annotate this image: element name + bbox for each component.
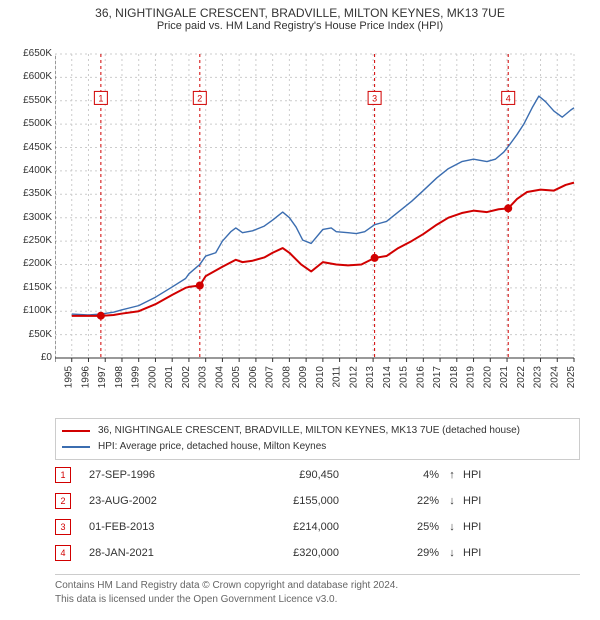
legend-swatch-property bbox=[62, 430, 90, 432]
transaction-delta: 4% bbox=[339, 469, 445, 481]
marker-id: 1 bbox=[98, 93, 103, 103]
legend-swatch-hpi bbox=[62, 446, 90, 448]
transaction-hpi-label: HPI bbox=[459, 469, 503, 481]
x-tick-label: 2010 bbox=[315, 366, 326, 388]
x-tick-label: 2020 bbox=[482, 366, 493, 388]
marker-id: 2 bbox=[197, 93, 202, 103]
x-tick-label: 1999 bbox=[131, 366, 142, 388]
x-tick-label: 2021 bbox=[499, 366, 510, 388]
transaction-hpi-label: HPI bbox=[459, 521, 503, 533]
transaction-delta: 29% bbox=[339, 547, 445, 559]
legend-label-hpi: HPI: Average price, detached house, Milt… bbox=[98, 439, 326, 455]
x-tick-label: 2007 bbox=[265, 366, 276, 388]
y-tick-label: £650K bbox=[0, 48, 52, 59]
chart-subtitle: Price paid vs. HM Land Registry's House … bbox=[0, 20, 600, 32]
transactions-table: 127-SEP-1996£90,4504%↑HPI223-AUG-2002£15… bbox=[55, 462, 580, 566]
x-tick-label: 2011 bbox=[332, 366, 343, 388]
y-tick-label: £400K bbox=[0, 165, 52, 176]
legend-item-hpi: HPI: Average price, detached house, Milt… bbox=[62, 439, 573, 455]
x-tick-label: 2000 bbox=[147, 366, 158, 388]
transaction-row: 2 23-AUG-2002£155,00022%↓HPI bbox=[55, 488, 580, 514]
x-tick-label: 2025 bbox=[566, 366, 577, 388]
legend-label-property: 36, NIGHTINGALE CRESCENT, BRADVILLE, MIL… bbox=[98, 423, 520, 439]
x-tick-label: 1998 bbox=[114, 366, 125, 388]
y-tick-label: £550K bbox=[0, 95, 52, 106]
transaction-date: 01-FEB-2013 bbox=[89, 521, 219, 533]
transaction-date: 28-JAN-2021 bbox=[89, 547, 219, 559]
transaction-delta: 25% bbox=[339, 521, 445, 533]
x-tick-label: 2002 bbox=[181, 366, 192, 388]
x-tick-label: 1996 bbox=[80, 366, 91, 388]
transaction-marker: 4 bbox=[55, 545, 71, 561]
y-tick-label: £600K bbox=[0, 71, 52, 82]
transaction-hpi-label: HPI bbox=[459, 495, 503, 507]
footer-line1: Contains HM Land Registry data © Crown c… bbox=[55, 579, 580, 593]
transaction-arrow-icon: ↑ bbox=[445, 469, 459, 481]
transaction-row: 1 27-SEP-1996£90,4504%↑HPI bbox=[55, 462, 580, 488]
x-tick-label: 2018 bbox=[449, 366, 460, 388]
transaction-arrow-icon: ↓ bbox=[445, 521, 459, 533]
x-tick-label: 1997 bbox=[97, 366, 108, 388]
x-tick-label: 2024 bbox=[549, 366, 560, 388]
legend: 36, NIGHTINGALE CRESCENT, BRADVILLE, MIL… bbox=[55, 418, 580, 460]
transaction-date: 23-AUG-2002 bbox=[89, 495, 219, 507]
price-chart: 1994 1995 1996 1997 1998 1999 2000 2001 2002 2003… bbox=[55, 48, 580, 388]
titles: 36, NIGHTINGALE CRESCENT, BRADVILLE, MIL… bbox=[0, 0, 600, 32]
y-tick-label: £50K bbox=[0, 329, 52, 340]
transaction-row: 3 01-FEB-2013£214,00025%↓HPI bbox=[55, 514, 580, 540]
transaction-date: 27-SEP-1996 bbox=[89, 469, 219, 481]
transaction-price: £320,000 bbox=[219, 547, 339, 559]
marker-id: 3 bbox=[372, 93, 377, 103]
x-tick-label: 2008 bbox=[281, 366, 292, 388]
transaction-delta: 22% bbox=[339, 495, 445, 507]
transaction-marker: 3 bbox=[55, 519, 71, 535]
x-tick-label: 2001 bbox=[164, 366, 175, 388]
x-tick-label: 2009 bbox=[298, 366, 309, 388]
y-tick-label: £0 bbox=[0, 352, 52, 363]
x-tick-label: 2003 bbox=[198, 366, 209, 388]
marker-dot bbox=[196, 282, 204, 290]
transaction-marker: 2 bbox=[55, 493, 71, 509]
x-tick-label: 2004 bbox=[214, 366, 225, 388]
transaction-marker: 1 bbox=[55, 467, 71, 483]
marker-dot bbox=[371, 254, 379, 262]
x-tick-label: 1994 bbox=[55, 366, 58, 388]
x-tick-label: 2015 bbox=[399, 366, 410, 388]
footer: Contains HM Land Registry data © Crown c… bbox=[55, 574, 580, 607]
y-tick-label: £450K bbox=[0, 142, 52, 153]
x-tick-label: 2022 bbox=[516, 366, 527, 388]
transaction-price: £155,000 bbox=[219, 495, 339, 507]
page-root: 36, NIGHTINGALE CRESCENT, BRADVILLE, MIL… bbox=[0, 0, 600, 620]
legend-item-property: 36, NIGHTINGALE CRESCENT, BRADVILLE, MIL… bbox=[62, 423, 573, 439]
transaction-row: 4 28-JAN-2021£320,00029%↓HPI bbox=[55, 540, 580, 566]
x-tick-label: 2006 bbox=[248, 366, 259, 388]
x-tick-label: 2014 bbox=[382, 366, 393, 388]
footer-line2: This data is licensed under the Open Gov… bbox=[55, 593, 580, 607]
transaction-arrow-icon: ↓ bbox=[445, 547, 459, 559]
y-tick-label: £350K bbox=[0, 188, 52, 199]
transaction-hpi-label: HPI bbox=[459, 547, 503, 559]
y-tick-label: £300K bbox=[0, 212, 52, 223]
transaction-price: £90,450 bbox=[219, 469, 339, 481]
y-tick-label: £500K bbox=[0, 118, 52, 129]
x-tick-label: 2013 bbox=[365, 366, 376, 388]
x-tick-label: 2023 bbox=[533, 366, 544, 388]
y-tick-label: £200K bbox=[0, 258, 52, 269]
x-tick-label: 2005 bbox=[231, 366, 242, 388]
marker-dot bbox=[97, 312, 105, 320]
y-tick-label: £250K bbox=[0, 235, 52, 246]
x-tick-label: 2012 bbox=[348, 366, 359, 388]
x-tick-label: 2016 bbox=[415, 366, 426, 388]
marker-dot bbox=[504, 204, 512, 212]
transaction-arrow-icon: ↓ bbox=[445, 495, 459, 507]
x-tick-label: 1995 bbox=[64, 366, 75, 388]
marker-id: 4 bbox=[506, 93, 511, 103]
y-tick-label: £100K bbox=[0, 305, 52, 316]
transaction-price: £214,000 bbox=[219, 521, 339, 533]
x-tick-label: 2017 bbox=[432, 366, 443, 388]
chart-title: 36, NIGHTINGALE CRESCENT, BRADVILLE, MIL… bbox=[0, 6, 600, 20]
x-tick-label: 2019 bbox=[466, 366, 477, 388]
y-tick-label: £150K bbox=[0, 282, 52, 293]
